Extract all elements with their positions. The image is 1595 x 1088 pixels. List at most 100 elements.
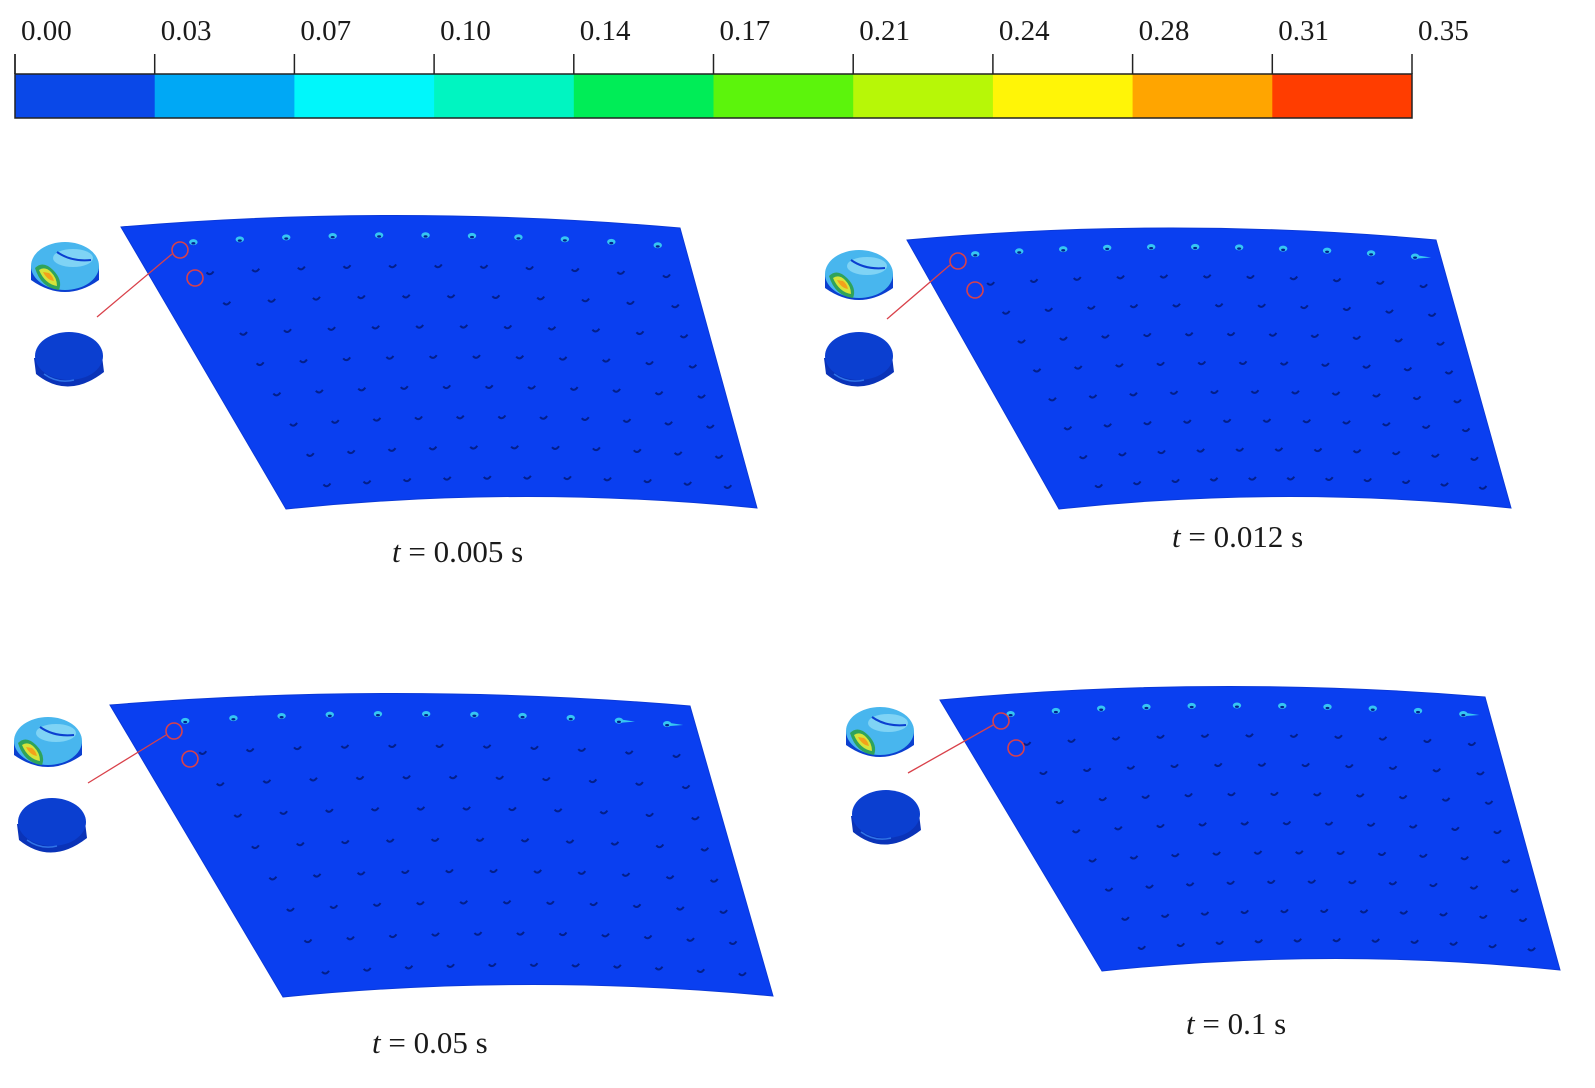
rivet-hole bbox=[670, 303, 680, 309]
rivet-hole bbox=[1137, 945, 1147, 950]
rivet-hole bbox=[973, 254, 978, 257]
rivet-hole bbox=[645, 812, 654, 817]
rivet-top-row bbox=[607, 238, 616, 245]
rivet-hole bbox=[362, 967, 372, 972]
rivet-hole bbox=[372, 417, 382, 422]
rivet-hole bbox=[1156, 734, 1165, 739]
rivet-hole bbox=[1071, 828, 1081, 834]
rivet-hole bbox=[1268, 332, 1278, 337]
panel-3 bbox=[14, 692, 774, 998]
rivet-hole bbox=[1209, 477, 1219, 482]
rivet-hole bbox=[1170, 763, 1179, 769]
rivet-hole bbox=[1289, 275, 1298, 281]
legend-segment bbox=[1272, 74, 1413, 118]
rivet-hole bbox=[581, 297, 590, 303]
rivet-hole bbox=[1115, 363, 1124, 368]
rivet-top-row bbox=[1096, 705, 1106, 712]
rivet-hole bbox=[1293, 938, 1302, 943]
stress-streak bbox=[670, 722, 684, 726]
rivet-hole bbox=[1280, 705, 1285, 709]
rivet-hole bbox=[1307, 879, 1317, 884]
rivet-hole bbox=[357, 387, 367, 392]
rivet-top-row bbox=[325, 711, 334, 718]
rivet-hole bbox=[309, 777, 318, 782]
rivet-hole bbox=[1063, 425, 1073, 431]
rivet-hole bbox=[1253, 850, 1263, 855]
legend-tick-label: 0.14 bbox=[580, 15, 631, 47]
rivet-hole bbox=[1126, 765, 1136, 770]
leader-line bbox=[907, 724, 994, 774]
rivet-hole bbox=[738, 971, 747, 977]
rivet-top-row bbox=[1102, 244, 1112, 251]
rivet-hole bbox=[1118, 451, 1127, 457]
rivet-hole bbox=[484, 384, 494, 389]
rivet-hole bbox=[1088, 858, 1097, 863]
time-label-1: t = 0.005 s bbox=[392, 534, 523, 570]
rivet-hole bbox=[322, 482, 332, 488]
rivet-hole bbox=[1171, 478, 1180, 484]
unstressed-rivet-icon bbox=[17, 798, 87, 853]
rivet-top-row bbox=[1278, 702, 1287, 709]
legend-segment bbox=[713, 74, 854, 118]
time-value: = 0.05 s bbox=[388, 1025, 488, 1060]
rivet-hole bbox=[714, 454, 724, 459]
rivet-hole bbox=[591, 328, 601, 333]
rivet-hole bbox=[416, 900, 425, 906]
rivet-top-row bbox=[653, 242, 662, 249]
legend-segment bbox=[1132, 74, 1273, 118]
rivet-top-row bbox=[1006, 710, 1015, 717]
rivet-hole bbox=[416, 806, 426, 811]
rivet-hole bbox=[1061, 249, 1066, 252]
rivet-hole bbox=[599, 809, 609, 815]
rivet-hole bbox=[592, 446, 601, 452]
rivet-top-row bbox=[1410, 253, 1420, 260]
rivet-hole bbox=[601, 358, 611, 363]
rivet-hole bbox=[1172, 303, 1181, 308]
rivet-hole bbox=[1423, 738, 1432, 743]
rivet-hole bbox=[346, 449, 356, 455]
rivet-hole bbox=[1129, 855, 1139, 860]
rivet-top-row bbox=[1234, 244, 1244, 251]
rivet-hole bbox=[1460, 855, 1469, 861]
rivet-hole bbox=[414, 415, 423, 421]
rivet-hole bbox=[1478, 485, 1488, 490]
rivet-hole bbox=[1067, 738, 1076, 743]
rivet-hole bbox=[1169, 390, 1179, 395]
rivet-hole bbox=[1200, 911, 1210, 916]
rivet-top-row bbox=[1232, 702, 1242, 709]
rivet-hole bbox=[1476, 771, 1485, 776]
rivet-hole bbox=[446, 294, 456, 299]
rivet-hole bbox=[356, 871, 366, 876]
rivet-top-row bbox=[181, 717, 190, 724]
legend-tick-label: 0.03 bbox=[161, 15, 212, 47]
rivet-hole bbox=[404, 965, 414, 970]
legend-tick-label: 0.28 bbox=[1139, 15, 1190, 47]
rivet-hole bbox=[1385, 309, 1394, 314]
rivet-hole bbox=[255, 361, 265, 367]
rivet-hole bbox=[1461, 713, 1466, 717]
rivet-hole bbox=[1129, 303, 1139, 309]
rivet-hole bbox=[622, 418, 632, 423]
rivet-hole bbox=[469, 235, 474, 239]
rivet-hole bbox=[527, 385, 536, 390]
rivet-hole bbox=[1427, 312, 1437, 317]
rivet-hole bbox=[1184, 792, 1193, 798]
rivet-hole bbox=[516, 237, 521, 240]
rivet-hole bbox=[473, 931, 483, 936]
rivet-hole bbox=[399, 385, 409, 390]
rivet-hole bbox=[529, 962, 539, 967]
rivet-hole bbox=[1078, 454, 1088, 460]
rivet-hole bbox=[530, 745, 539, 750]
rivet-hole bbox=[688, 364, 698, 369]
rivet-hole bbox=[1325, 706, 1330, 710]
rivet-hole bbox=[1289, 733, 1299, 738]
rivet-hole bbox=[601, 932, 610, 938]
rivet-hole bbox=[428, 446, 438, 451]
rivet-hole bbox=[1101, 334, 1110, 339]
rivet-hole bbox=[312, 296, 321, 301]
rivet-hole bbox=[1370, 708, 1375, 711]
rivet-hole bbox=[183, 720, 188, 724]
rivet-hole bbox=[520, 838, 530, 843]
rivet-hole bbox=[635, 781, 644, 786]
rivet-hole bbox=[679, 333, 689, 339]
